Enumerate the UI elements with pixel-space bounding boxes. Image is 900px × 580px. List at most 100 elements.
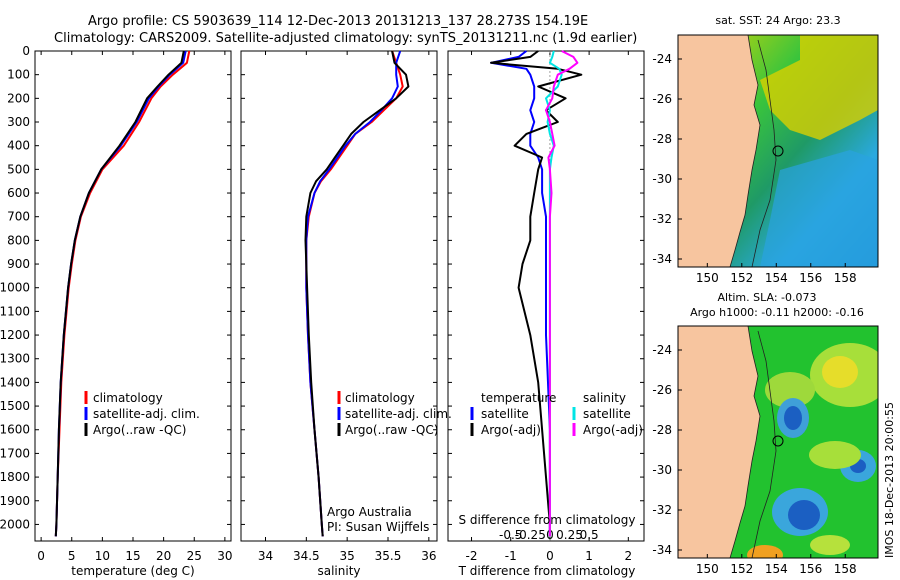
- depth-tick-labels: 0 100 200 300 400 500 600 700 800 900 1000 1100 1200…: [0, 44, 30, 531]
- lon-tick-label: 156: [799, 271, 822, 285]
- legend-label: satellite-adj. clim.: [345, 407, 452, 421]
- x-tick-label: -1: [505, 549, 517, 563]
- temperature-plot: 0 5 10 15 20 25 30: [35, 50, 233, 563]
- x-tick-label: -2: [466, 549, 478, 563]
- salinity-axes: [240, 50, 438, 542]
- series-line-t-argo-adj-: [490, 50, 583, 537]
- x-tick-label: 10: [95, 549, 110, 563]
- sst-map-title: sat. SST: 24 Argo: 23.3: [715, 14, 840, 27]
- difference-xlabel2: S difference from climatology: [459, 513, 636, 527]
- lat-tick-label: -34: [652, 543, 672, 557]
- x-tick-label: 36: [421, 549, 436, 563]
- depth-tick-label: 300: [7, 115, 30, 129]
- lon-tick-label: 154: [765, 271, 788, 285]
- depth-tick-label: 1300: [0, 352, 30, 366]
- sst-map: [678, 35, 878, 267]
- lat-tick-label: -30: [652, 463, 672, 477]
- x-tick-label: 20: [156, 549, 171, 563]
- difference-xlabel: T difference from climatology: [458, 564, 636, 578]
- depth-tick-label: 1200: [0, 328, 30, 342]
- depth-tick-label: 1500: [0, 399, 30, 413]
- legend-title-salinity: salinity: [583, 391, 626, 405]
- depth-tick-label: 1000: [0, 281, 30, 295]
- salinity-legend: climatology satellite-adj. clim. Argo(..…: [327, 391, 452, 534]
- lat-tick-label: -32: [652, 212, 672, 226]
- sla-argo-location: [772, 435, 784, 447]
- x-tick-label: 2: [624, 549, 632, 563]
- difference-plot: -2 -1 0 1 2-0.5-0.25 0 0.250.5: [448, 50, 644, 563]
- series-line-climatology: [305, 50, 404, 537]
- series-line-satellite-adj-clim-: [54, 50, 187, 537]
- x-tick-label: 34.5: [293, 549, 320, 563]
- depth-tick-label: 1800: [0, 470, 30, 484]
- depth-tick-label: 1600: [0, 423, 30, 437]
- series-line-argo-raw-qc-: [54, 50, 185, 537]
- x-tick-label: 5: [68, 549, 76, 563]
- series-line-s-argo-adj-: [545, 50, 579, 537]
- salinity-xlabel: salinity: [317, 564, 360, 578]
- x-tick-label: 35: [340, 549, 355, 563]
- sla-map-ticks: 150 152 154 156 158 -24 -26 -28 -30 -32 -34: [652, 343, 856, 576]
- lat-tick-label: -26: [652, 92, 672, 106]
- lat-tick-label: -24: [652, 343, 672, 357]
- legend-label: climatology: [345, 391, 415, 405]
- depth-tick-label: 2000: [0, 517, 30, 531]
- x-tick-label: 34: [258, 549, 273, 563]
- depth-tick-label: 800: [7, 233, 30, 247]
- lon-tick-label: 150: [696, 562, 719, 576]
- depth-tick-label: 500: [7, 162, 30, 176]
- salinity-annotation-2: PI: Susan Wijffels: [327, 520, 429, 534]
- lon-tick-label: 152: [730, 271, 753, 285]
- legend-label: Argo(-adj): [481, 423, 541, 437]
- header-line-2: Climatology: CARS2009. Satellite-adjuste…: [54, 31, 637, 46]
- sla-map-title-2: Argo h1000: -0.11 h2000: -0.16: [690, 306, 864, 319]
- s-tick-label: -0.25: [515, 528, 546, 542]
- depth-tick-label: 600: [7, 186, 30, 200]
- x-tick-label: 1: [585, 549, 593, 563]
- legend-label: Argo(..raw -QC): [345, 423, 438, 437]
- legend-label: satellite: [583, 407, 631, 421]
- s-tick-label: 0.5: [580, 528, 599, 542]
- depth-tick-label: 1100: [0, 304, 30, 318]
- lat-tick-label: -26: [652, 383, 672, 397]
- lat-tick-label: -28: [652, 423, 672, 437]
- salinity-plot: 34 34.5 35 35.5 36: [241, 50, 437, 563]
- lat-tick-label: -30: [652, 172, 672, 186]
- sla-map-title-1: Altim. SLA: -0.073: [717, 291, 816, 304]
- lon-tick-label: 150: [696, 271, 719, 285]
- series-line-satellite-adj-clim-: [305, 50, 402, 537]
- depth-tick-label: 900: [7, 257, 30, 271]
- sst-argo-location: [772, 145, 784, 157]
- sst-map-frame: [677, 34, 879, 268]
- depth-tick-label: 100: [7, 68, 30, 82]
- lat-tick-label: -24: [652, 52, 672, 66]
- depth-tick-label: 400: [7, 139, 30, 153]
- difference-legend: temperature satellite Argo(-adj) salinit…: [470, 391, 643, 437]
- sst-land: [678, 35, 761, 267]
- lon-tick-label: 154: [765, 562, 788, 576]
- depth-tick-label: 700: [7, 210, 30, 224]
- salinity-annotation-1: Argo Australia: [327, 505, 412, 519]
- lat-tick-label: -34: [652, 252, 672, 266]
- legend-label: Argo(-adj): [583, 423, 643, 437]
- x-tick-label: 0: [546, 549, 554, 563]
- x-tick-label: 25: [187, 549, 202, 563]
- sst-map-ticks: 150 152 154 156 158 -24 -26 -28 -30 -32 -34: [652, 52, 856, 285]
- x-tick-label: 0: [37, 549, 45, 563]
- lon-tick-label: 152: [730, 562, 753, 576]
- series-line-argo-raw-qc-: [304, 50, 410, 537]
- s-tick-label: -0.5: [499, 528, 522, 542]
- depth-tick-label: 1900: [0, 494, 30, 508]
- imos-stamp: IMOS 18-Dec-2013 20:00:55: [883, 402, 896, 558]
- lat-tick-label: -32: [652, 503, 672, 517]
- x-tick-label: 30: [217, 549, 232, 563]
- x-tick-label: 35.5: [375, 549, 402, 563]
- temperature-legend: climatology satellite-adj. clim. Argo(..…: [84, 391, 200, 437]
- lon-tick-label: 156: [799, 562, 822, 576]
- temperature-xlabel: temperature (deg C): [71, 564, 194, 578]
- legend-title-temperature: temperature: [481, 391, 556, 405]
- depth-tick-label: 1700: [0, 446, 30, 460]
- lon-tick-label: 158: [834, 271, 857, 285]
- sla-land: [678, 326, 761, 558]
- s-tick-label: 0.25: [556, 528, 583, 542]
